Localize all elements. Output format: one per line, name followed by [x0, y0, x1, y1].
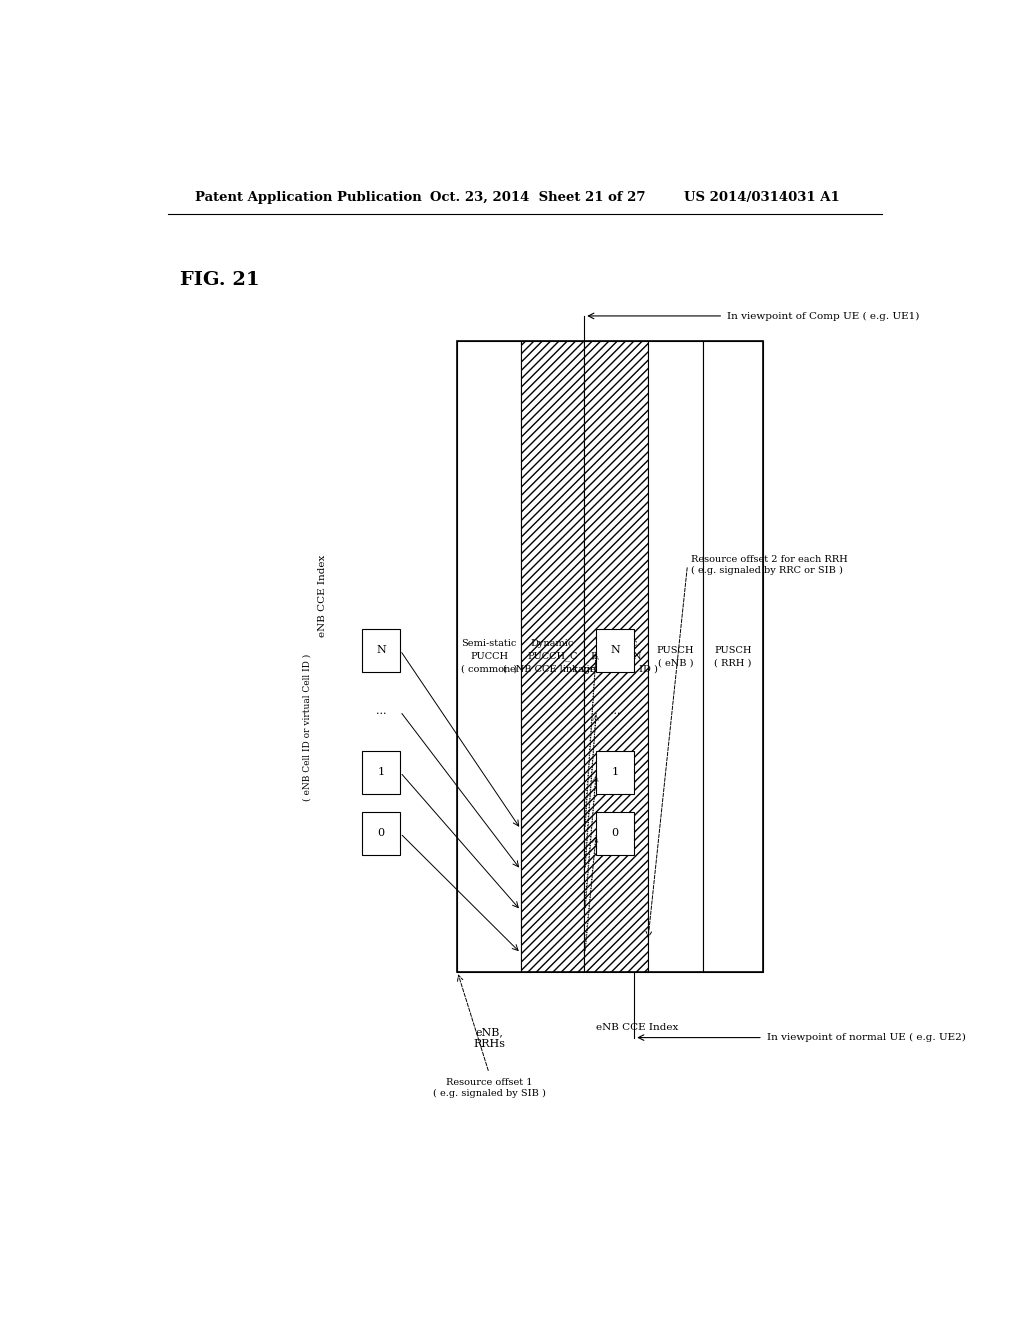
Text: ( eNB Cell ID or virtual Cell ID ): ( eNB Cell ID or virtual Cell ID ) — [302, 653, 311, 801]
Text: Resource offset 1
( e.g. signaled by SIB ): Resource offset 1 ( e.g. signaled by SIB… — [433, 1078, 546, 1098]
Bar — [362, 751, 400, 793]
Text: PUSCH
( eNB ): PUSCH ( eNB ) — [656, 645, 694, 667]
Text: Dynamic
PUCCH_C
( eNB CCE linkage ): Dynamic PUCCH_C ( eNB CCE linkage ) — [503, 639, 602, 675]
Text: Dynamic
PUCCH_N
( virtual Cell ID ): Dynamic PUCCH_N ( virtual Cell ID ) — [574, 639, 658, 673]
Text: 1: 1 — [611, 767, 618, 777]
Text: eNB,
RRHs: eNB, RRHs — [473, 1027, 505, 1049]
Bar — [521, 342, 585, 972]
Text: 0: 0 — [611, 828, 618, 838]
Text: Patent Application Publication: Patent Application Publication — [196, 190, 422, 203]
Text: US 2014/0314031 A1: US 2014/0314031 A1 — [684, 190, 840, 203]
Text: PUSCH
( RRH ): PUSCH ( RRH ) — [715, 645, 752, 667]
Text: In viewpoint of normal UE ( e.g. UE2): In viewpoint of normal UE ( e.g. UE2) — [767, 1034, 966, 1043]
Bar — [648, 342, 703, 972]
Bar — [585, 342, 648, 972]
Text: ...: ... — [610, 706, 621, 717]
Text: FIG. 21: FIG. 21 — [179, 272, 259, 289]
Text: 1: 1 — [378, 767, 385, 777]
Bar — [596, 630, 634, 672]
Text: In viewpoint of Comp UE ( e.g. UE1): In viewpoint of Comp UE ( e.g. UE1) — [727, 312, 920, 321]
Text: eNB CCE Index: eNB CCE Index — [317, 554, 327, 636]
Bar — [596, 812, 634, 854]
Text: N: N — [376, 645, 386, 655]
Text: Oct. 23, 2014  Sheet 21 of 27: Oct. 23, 2014 Sheet 21 of 27 — [430, 190, 645, 203]
Bar — [596, 751, 634, 793]
Text: 0: 0 — [378, 828, 385, 838]
Text: Semi-static
PUCCH
( common ): Semi-static PUCCH ( common ) — [461, 639, 517, 673]
Bar — [458, 342, 521, 972]
Text: ...: ... — [376, 706, 386, 717]
Bar — [458, 342, 763, 972]
Bar — [362, 630, 400, 672]
Text: eNB CCE Index: eNB CCE Index — [596, 1023, 679, 1032]
Text: Resource offset 2 for each RRH
( e.g. signaled by RRC or SIB ): Resource offset 2 for each RRH ( e.g. si… — [691, 556, 848, 574]
Text: N: N — [610, 645, 621, 655]
Bar — [362, 812, 400, 854]
Bar — [703, 342, 763, 972]
